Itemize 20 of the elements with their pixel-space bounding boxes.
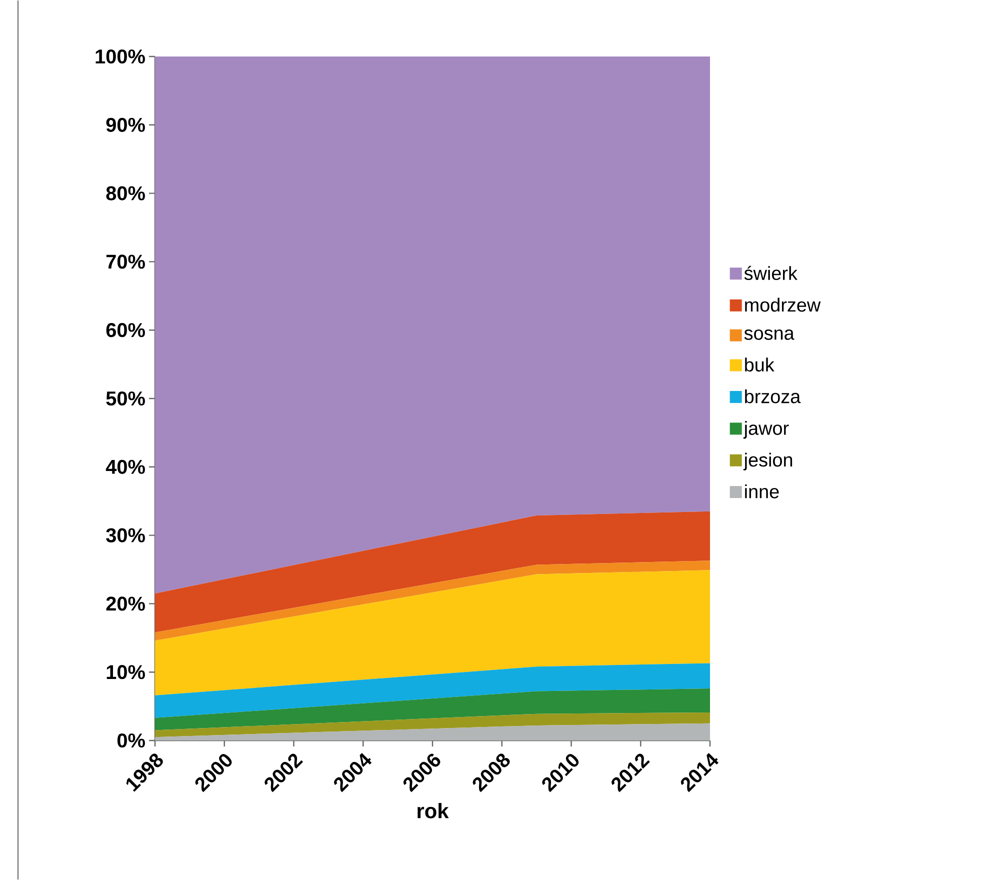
y-tick-label: 30% bbox=[106, 528, 145, 542]
y-tick-label: 70% bbox=[106, 254, 145, 269]
y-tick-label: 0% bbox=[117, 733, 145, 748]
legend-label: modrzew bbox=[745, 298, 821, 312]
legend-label: sosna bbox=[744, 329, 794, 340]
legend-label: buk bbox=[745, 358, 774, 372]
y-tick-label: 100% bbox=[96, 49, 145, 64]
legend-label: świerk bbox=[744, 266, 798, 280]
y-tick-label: 40% bbox=[106, 460, 145, 474]
y-tick-label: 60% bbox=[106, 323, 145, 338]
y-tick-label: 90% bbox=[106, 118, 145, 132]
x-axis-title: rok bbox=[418, 803, 449, 818]
legend-label: brzoza bbox=[745, 389, 801, 404]
y-tick-label: 10% bbox=[106, 665, 145, 680]
legend-label: jesion bbox=[743, 452, 792, 470]
legend-label: jawor bbox=[743, 421, 789, 439]
y-tick-label: 20% bbox=[106, 596, 145, 611]
y-tick-label: 80% bbox=[106, 186, 145, 200]
y-tick-label: 50% bbox=[106, 391, 145, 406]
legend-label: inne bbox=[745, 484, 779, 498]
